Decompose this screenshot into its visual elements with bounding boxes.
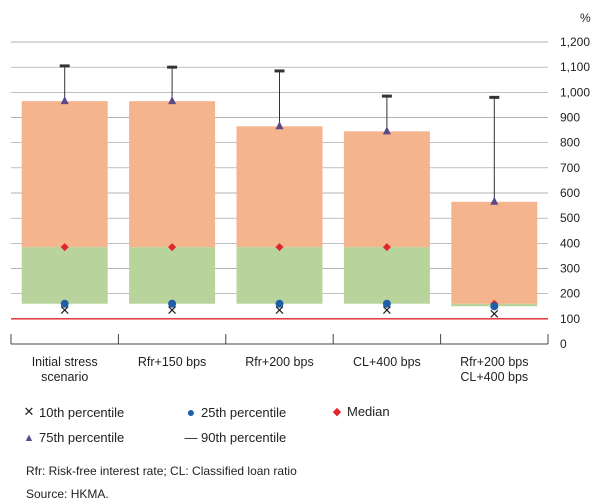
x-tick-label: Rfr+200 bps [460,355,528,369]
y-tick-label: 900 [560,111,580,125]
p25-marker [168,299,177,308]
legend-median: ◆ Median [330,404,390,419]
box-upper [451,201,538,304]
legend-25th: ● 25th percentile [184,404,287,420]
p25-marker [490,302,499,311]
y-tick-label: 800 [560,136,580,150]
x-tick-label: Rfr+150 bps [138,355,206,369]
y-tick-label: 100 [560,312,580,326]
circle-marker-icon: ● [186,404,196,420]
box-lower [21,247,108,304]
box-upper [129,101,216,248]
legend-90th-label: 90th percentile [201,430,287,445]
x-tick-label: scenario [41,370,88,384]
legend-75th: ▲ 75th percentile [22,430,125,445]
legend-25th-label: 25th percentile [201,404,287,420]
x-tick-label: CL+400 bps [353,355,421,369]
p75-marker [168,96,177,105]
y-tick-label: 1,000 [560,85,590,99]
diamond-marker-icon: ◆ [332,406,342,418]
x-tick-label: CL+400 bps [460,370,528,384]
box-upper [21,101,108,248]
p10-marker [60,306,69,314]
p75-marker [275,121,284,130]
abbreviations-note: Rfr: Risk-free interest rate; CL: Classi… [26,464,297,478]
triangle-marker-icon: ▲ [23,431,35,444]
median-marker [275,243,284,252]
dash-marker-icon: — [184,430,198,445]
y-tick-label: 200 [560,287,580,301]
legend-90th: — 90th percentile [184,430,287,445]
p10-marker [490,309,499,318]
y-tick-label: 600 [560,186,580,200]
box-upper [236,126,323,248]
y-tick-label: 700 [560,161,580,175]
y-unit-label: % [580,11,591,25]
y-tick-label: 1,200 [560,35,590,49]
legend-10th-label: 10th percentile [39,404,125,420]
p25-marker [275,299,284,308]
legend-10th: ✕ 10th percentile [22,404,125,420]
legend-median-label: Median [347,404,390,419]
median-marker [168,243,177,252]
y-tick-label: 400 [560,236,580,250]
source-note: Source: HKMA. [26,487,109,501]
box-lower [343,247,430,304]
y-tick-label: 500 [560,211,580,225]
p25-marker [382,299,391,308]
p10-marker [275,306,284,314]
p75-marker [382,126,391,135]
p10-marker [168,306,177,314]
x-marker-icon: ✕ [23,404,35,419]
box-lower [129,247,216,304]
chart: 0 100 200 300 400 500 600 700 800 900 1,000 1,100 1,… [10,11,591,384]
box-lower [236,247,323,304]
p25-marker [60,299,69,308]
box-upper [343,131,430,248]
x-tick-label: Initial stress [32,355,98,369]
p10-marker [382,306,391,314]
median-marker [60,243,69,252]
x-tick-label: Rfr+200 bps [245,355,313,369]
p75-marker [60,96,69,105]
legend-75th-label: 75th percentile [39,430,125,445]
y-tick-label: 1,100 [560,60,590,74]
y-tick-label: 300 [560,262,580,276]
y-tick-label: 0 [560,337,567,351]
p75-marker [490,196,499,205]
median-marker [382,243,391,252]
